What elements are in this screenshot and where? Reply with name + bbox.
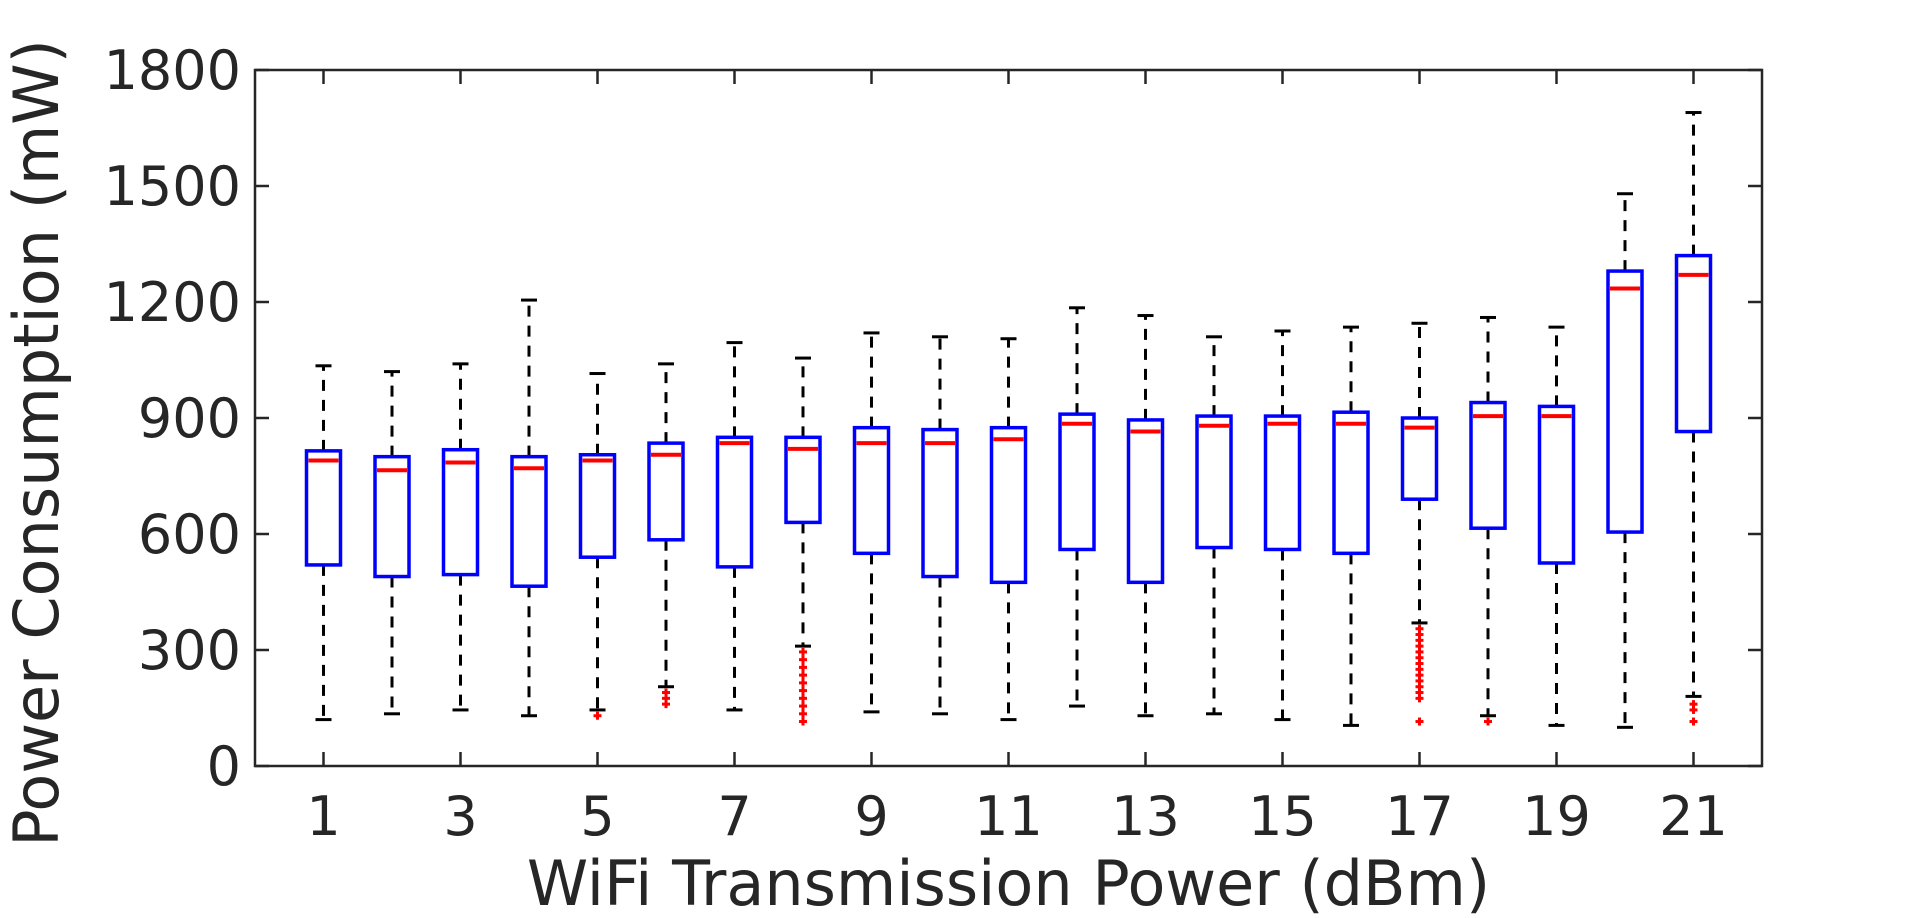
outlier-point: [799, 717, 807, 726]
box-iqr: [647, 441, 685, 542]
y-tick-label: 1200: [104, 271, 241, 334]
y-tick-label: 1500: [104, 155, 241, 218]
outlier-point: [1415, 694, 1424, 703]
box-iqr: [1263, 414, 1302, 552]
x-tick-label: 19: [1522, 785, 1591, 848]
y-tick-label: 300: [138, 619, 241, 682]
box-iqr: [1674, 253, 1713, 434]
x-tick-label: 7: [717, 785, 751, 848]
outlier-point: [1484, 717, 1492, 726]
box-2: [373, 370, 411, 716]
box-iqr: [1058, 412, 1096, 552]
box-iqr: [1469, 400, 1507, 530]
box-16: [1332, 325, 1370, 727]
outlier-point: [799, 663, 807, 672]
x-tick-label: 9: [854, 785, 888, 848]
outlier-point: [799, 655, 807, 664]
box-iqr: [852, 425, 891, 556]
outlier-point: [662, 700, 670, 709]
box-5: [578, 372, 617, 720]
box-18: [1469, 315, 1507, 726]
outlier-point: [799, 678, 807, 687]
y-tick-label: 600: [138, 503, 241, 566]
box-iqr: [1606, 269, 1644, 534]
box-7: [715, 341, 754, 712]
box-iqr: [1195, 414, 1233, 550]
box-iqr: [441, 447, 480, 577]
box-iqr: [921, 427, 959, 579]
box-iqr: [578, 452, 617, 559]
outlier-point: [1415, 717, 1424, 726]
y-axis-label: Power Consumption (mW): [0, 39, 73, 847]
box-iqr: [510, 454, 548, 588]
box-12: [1058, 306, 1096, 708]
box-14: [1195, 335, 1233, 716]
box-10: [921, 335, 959, 716]
box-6: [647, 362, 685, 709]
box-15: [1263, 329, 1302, 722]
box-iqr: [1126, 418, 1165, 585]
x-tick-label: 15: [1248, 785, 1317, 848]
box-4: [510, 298, 548, 718]
box-iqr: [715, 435, 754, 569]
box-21: [1674, 111, 1713, 726]
box-3: [441, 362, 480, 712]
plot-area: [304, 111, 1713, 729]
y-tick-label: 1800: [104, 39, 241, 102]
outlier-point: [799, 647, 807, 656]
outlier-point: [799, 686, 807, 695]
x-tick-label: 17: [1385, 785, 1454, 848]
outlier-point: [799, 671, 807, 680]
box-13: [1126, 314, 1165, 718]
x-tick-label: 13: [1111, 785, 1180, 848]
box-17: [1400, 321, 1439, 726]
y-tick-label: 0: [207, 735, 241, 798]
outlier-point: [1689, 717, 1698, 726]
outlier-point: [799, 709, 807, 718]
x-tick-label: 11: [974, 785, 1043, 848]
outlier-point: [1689, 705, 1698, 714]
y-tick-label: 900: [138, 387, 241, 450]
box-19: [1537, 325, 1576, 727]
box-1: [304, 364, 343, 722]
box-iqr: [784, 435, 822, 525]
x-tick-label: 21: [1659, 785, 1728, 848]
outlier-point: [593, 711, 602, 720]
box-iqr: [1400, 416, 1439, 501]
box-8: [784, 356, 822, 726]
box-iqr: [304, 449, 343, 567]
x-tick-label: 3: [443, 785, 477, 848]
box-iqr: [1332, 410, 1370, 556]
box-11: [989, 337, 1028, 722]
box-20: [1606, 192, 1644, 729]
x-axis-label: WiFi Transmission Power (dBm): [527, 847, 1490, 918]
x-tick-label: 5: [580, 785, 614, 848]
box-9: [852, 331, 891, 714]
outlier-point: [799, 694, 807, 703]
x-tick-label: 1: [306, 785, 340, 848]
box-iqr: [1537, 404, 1576, 565]
box-iqr: [989, 425, 1028, 585]
box-iqr: [373, 454, 411, 579]
outlier-point: [799, 702, 807, 711]
